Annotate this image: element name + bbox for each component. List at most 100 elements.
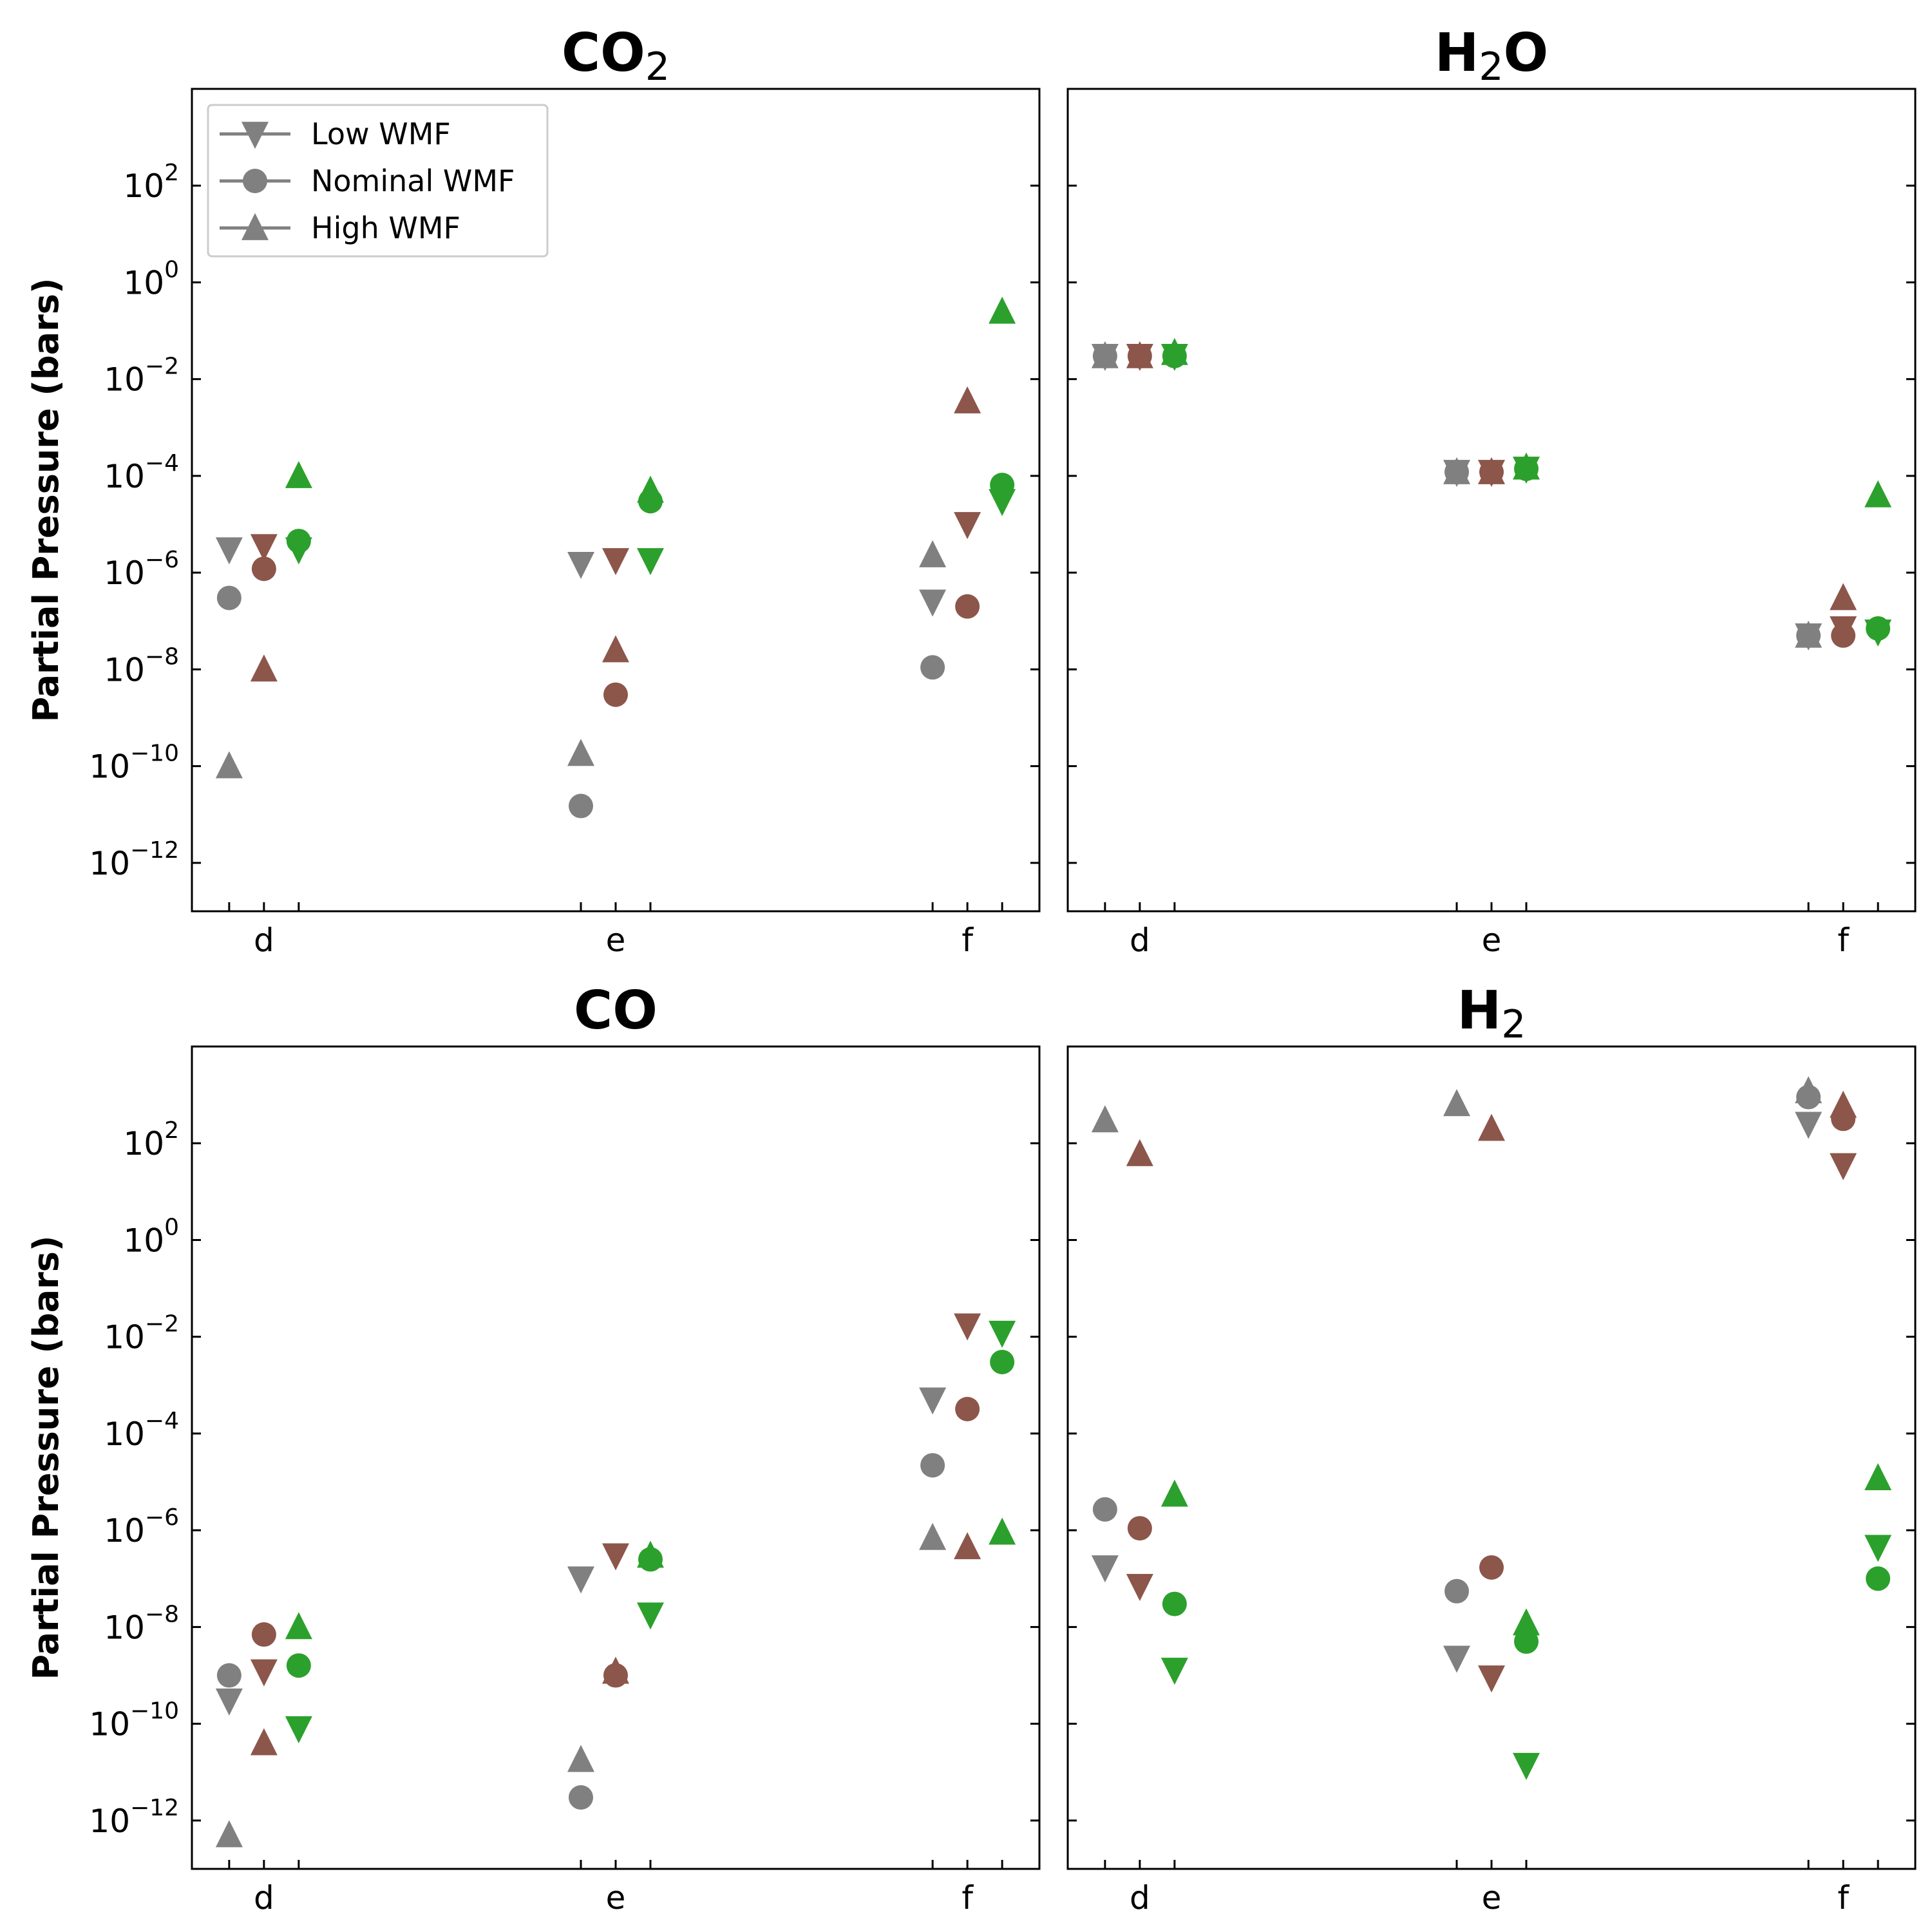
- data-point-f-brown-low: [1830, 1153, 1857, 1180]
- y-axis-label: Partial Pressure (bars): [26, 1235, 66, 1680]
- data-point-d-brown-low: [250, 1659, 278, 1687]
- ytick-label: 102: [123, 1117, 179, 1162]
- data-point-e-gray-nominal: [569, 793, 593, 819]
- data-point-d-green-low: [285, 1716, 312, 1744]
- xtick-label: e: [1482, 1879, 1502, 1917]
- data-point-e-gray-nominal: [1444, 1578, 1469, 1604]
- ytick-label: 10−10: [89, 1698, 179, 1743]
- ytick-label: 10−10: [89, 741, 179, 786]
- data-point-f-brown-nominal: [955, 1396, 980, 1421]
- data-point-f-green-high: [989, 1517, 1016, 1545]
- legend-label: High WMF: [311, 211, 460, 245]
- legend-label: Nominal WMF: [311, 164, 515, 198]
- xtick-label: d: [254, 1879, 274, 1917]
- ytick-label: 10−2: [104, 1311, 179, 1356]
- xtick-label: f: [961, 922, 974, 959]
- data-point-d-gray-low: [215, 537, 243, 565]
- data-point-d-brown-high: [1126, 1139, 1153, 1166]
- data-point-e-brown-high: [602, 635, 629, 663]
- data-point-f-gray-low: [919, 589, 947, 617]
- data-point-f-green-nominal: [990, 1349, 1015, 1374]
- data-point-d-brown-low: [250, 534, 278, 562]
- xtick-label: d: [1130, 922, 1150, 959]
- data-point-d-gray-nominal: [216, 585, 242, 611]
- data-point-f-brown-high: [1830, 1090, 1857, 1118]
- data-point-e-brown-nominal: [1479, 1555, 1504, 1580]
- data-point-d-green-nominal: [286, 529, 311, 554]
- ytick-label: 10−12: [89, 837, 179, 882]
- ytick-label: 10−6: [104, 1504, 179, 1549]
- data-point-d-gray-high: [1091, 341, 1119, 368]
- panel-title: CO: [574, 980, 658, 1041]
- xtick-label: f: [1837, 1879, 1850, 1917]
- legend-box: [207, 104, 549, 258]
- xtick-label: f: [1837, 922, 1850, 959]
- data-point-d-gray-high: [215, 1820, 243, 1848]
- data-point-e-green-nominal: [1514, 1629, 1539, 1654]
- data-point-f-gray-low: [919, 1387, 947, 1415]
- data-point-d-green-high: [285, 460, 312, 488]
- data-point-d-green-nominal: [286, 1653, 311, 1678]
- data-point-f-green-nominal: [990, 472, 1015, 497]
- legend-label: Low WMF: [311, 117, 451, 151]
- data-point-e-brown-high: [1478, 1113, 1505, 1141]
- ytick-label: 10−4: [104, 1408, 179, 1453]
- data-point-f-green-low: [989, 489, 1016, 516]
- xtick-label: e: [1482, 922, 1502, 959]
- data-point-d-gray-low: [215, 1688, 243, 1716]
- data-point-d-green-nominal: [1162, 1591, 1187, 1616]
- data-point-f-gray-high: [919, 540, 947, 567]
- panel-title: H2O: [1435, 23, 1549, 90]
- xtick-label: e: [606, 922, 626, 959]
- ytick-label: 10−4: [104, 450, 179, 495]
- data-point-d-green-high: [1160, 1479, 1188, 1507]
- plot-frame: [1066, 88, 1917, 913]
- data-point-e-green-low: [1513, 1752, 1540, 1780]
- data-point-f-gray-high: [1795, 620, 1823, 648]
- panel-4: H2 d e f: [1066, 980, 1917, 1917]
- ytick-label: 102: [123, 160, 179, 205]
- data-point-f-brown-high: [1830, 583, 1857, 611]
- legend-marker: [242, 213, 269, 240]
- data-point-f-green-nominal: [1866, 1566, 1891, 1591]
- data-point-e-green-high: [1513, 452, 1540, 480]
- data-point-e-gray-low: [567, 552, 594, 580]
- data-point-f-green-high: [1864, 1463, 1892, 1491]
- xtick-label: f: [961, 1879, 974, 1917]
- data-point-f-green-low: [1864, 1535, 1892, 1562]
- data-point-f-green-low: [989, 1320, 1016, 1348]
- xtick-label: d: [1130, 1879, 1150, 1917]
- data-point-e-green-low: [637, 548, 664, 576]
- data-point-d-brown-high: [250, 654, 278, 682]
- data-point-d-brown-nominal: [251, 1622, 276, 1647]
- ytick-label: 10−8: [104, 643, 179, 688]
- data-point-e-green-high: [637, 475, 664, 503]
- data-point-d-brown-high: [1126, 341, 1153, 368]
- data-point-f-gray-low: [1795, 1112, 1823, 1139]
- panel-title: CO2: [562, 23, 670, 90]
- data-point-d-green-high: [1160, 337, 1188, 365]
- data-point-d-gray-high: [1091, 1105, 1119, 1133]
- data-point-e-gray-low: [1443, 1645, 1470, 1673]
- data-point-d-gray-low: [1091, 1555, 1119, 1583]
- legend: Low WMF Nominal WMF High WMF: [207, 104, 549, 258]
- data-point-f-brown-low: [954, 1313, 981, 1341]
- ytick-label: 10−6: [104, 547, 179, 592]
- panels: CO2 10−12 10−10 10−8 10−6 10−4 10−2 100 102 d e f Pa…: [26, 23, 1917, 1917]
- data-point-e-green-high: [1513, 1608, 1540, 1636]
- data-point-d-brown-nominal: [251, 556, 276, 582]
- plot-frame: [191, 1045, 1041, 1870]
- data-point-d-gray-nominal: [216, 1663, 242, 1688]
- data-point-f-brown-nominal: [955, 594, 980, 619]
- panel-3: CO 10−12 10−10 10−8 10−6 10−4 10−2 100 102 d e f Par…: [26, 980, 1041, 1917]
- data-point-f-brown-high: [954, 1532, 981, 1560]
- ytick-label: 100: [123, 256, 179, 301]
- data-point-f-green-nominal: [1866, 616, 1891, 641]
- data-point-f-brown-nominal: [1831, 623, 1856, 648]
- y-axis-label: Partial Pressure (bars): [26, 278, 66, 722]
- data-point-d-green-low: [1160, 1658, 1188, 1685]
- data-point-f-brown-low: [954, 512, 981, 540]
- legend-marker: [242, 122, 269, 149]
- data-point-d-brown-low: [1126, 1574, 1153, 1602]
